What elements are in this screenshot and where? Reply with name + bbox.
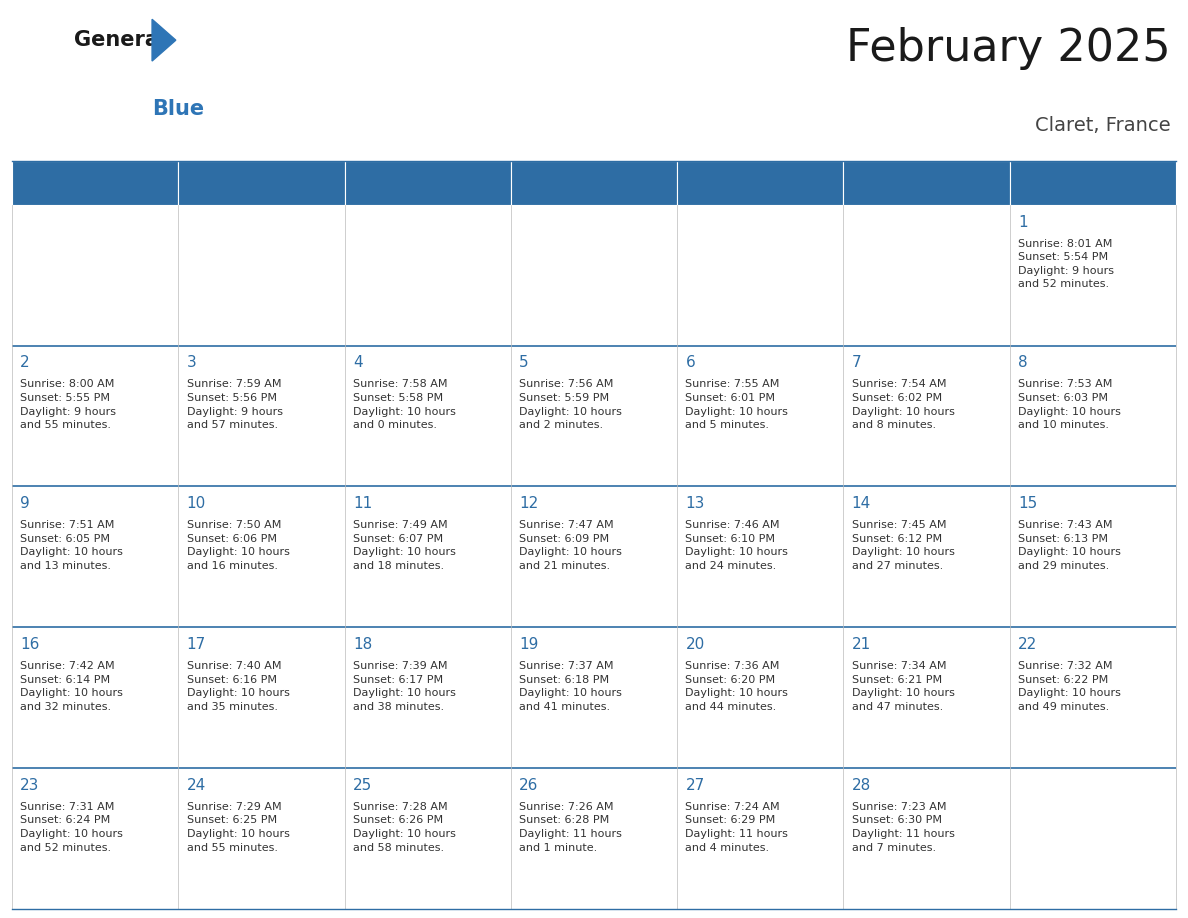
- Text: 20: 20: [685, 637, 704, 652]
- Text: 17: 17: [187, 637, 206, 652]
- Text: Sunrise: 7:43 AM
Sunset: 6:13 PM
Daylight: 10 hours
and 29 minutes.: Sunrise: 7:43 AM Sunset: 6:13 PM Dayligh…: [1018, 521, 1121, 571]
- Text: 27: 27: [685, 778, 704, 793]
- Text: Wednesday: Wednesday: [520, 177, 606, 193]
- Text: Sunrise: 7:53 AM
Sunset: 6:03 PM
Daylight: 10 hours
and 10 minutes.: Sunrise: 7:53 AM Sunset: 6:03 PM Dayligh…: [1018, 379, 1121, 431]
- Text: Claret, France: Claret, France: [1035, 116, 1170, 135]
- Text: Sunrise: 7:47 AM
Sunset: 6:09 PM
Daylight: 10 hours
and 21 minutes.: Sunrise: 7:47 AM Sunset: 6:09 PM Dayligh…: [519, 521, 623, 571]
- Text: 5: 5: [519, 355, 529, 370]
- Text: Sunrise: 7:40 AM
Sunset: 6:16 PM
Daylight: 10 hours
and 35 minutes.: Sunrise: 7:40 AM Sunset: 6:16 PM Dayligh…: [187, 661, 290, 711]
- Text: Sunrise: 7:31 AM
Sunset: 6:24 PM
Daylight: 10 hours
and 52 minutes.: Sunrise: 7:31 AM Sunset: 6:24 PM Dayligh…: [20, 801, 124, 853]
- Text: Sunrise: 7:24 AM
Sunset: 6:29 PM
Daylight: 11 hours
and 4 minutes.: Sunrise: 7:24 AM Sunset: 6:29 PM Dayligh…: [685, 801, 789, 853]
- Text: 12: 12: [519, 497, 538, 511]
- Text: 14: 14: [852, 497, 871, 511]
- Text: Sunrise: 7:56 AM
Sunset: 5:59 PM
Daylight: 10 hours
and 2 minutes.: Sunrise: 7:56 AM Sunset: 5:59 PM Dayligh…: [519, 379, 623, 431]
- Text: Sunrise: 8:00 AM
Sunset: 5:55 PM
Daylight: 9 hours
and 55 minutes.: Sunrise: 8:00 AM Sunset: 5:55 PM Dayligh…: [20, 379, 116, 431]
- Text: 7: 7: [852, 355, 861, 370]
- Text: 21: 21: [852, 637, 871, 652]
- Text: Sunrise: 7:37 AM
Sunset: 6:18 PM
Daylight: 10 hours
and 41 minutes.: Sunrise: 7:37 AM Sunset: 6:18 PM Dayligh…: [519, 661, 623, 711]
- Text: Sunrise: 7:58 AM
Sunset: 5:58 PM
Daylight: 10 hours
and 0 minutes.: Sunrise: 7:58 AM Sunset: 5:58 PM Dayligh…: [353, 379, 456, 431]
- Text: 11: 11: [353, 497, 372, 511]
- Text: Sunrise: 7:23 AM
Sunset: 6:30 PM
Daylight: 11 hours
and 7 minutes.: Sunrise: 7:23 AM Sunset: 6:30 PM Dayligh…: [852, 801, 955, 853]
- Text: 19: 19: [519, 637, 538, 652]
- Text: 6: 6: [685, 355, 695, 370]
- Text: Sunrise: 7:59 AM
Sunset: 5:56 PM
Daylight: 9 hours
and 57 minutes.: Sunrise: 7:59 AM Sunset: 5:56 PM Dayligh…: [187, 379, 283, 431]
- Polygon shape: [152, 19, 176, 61]
- Text: 22: 22: [1018, 637, 1037, 652]
- Text: Sunrise: 7:28 AM
Sunset: 6:26 PM
Daylight: 10 hours
and 58 minutes.: Sunrise: 7:28 AM Sunset: 6:26 PM Dayligh…: [353, 801, 456, 853]
- Text: Sunrise: 7:54 AM
Sunset: 6:02 PM
Daylight: 10 hours
and 8 minutes.: Sunrise: 7:54 AM Sunset: 6:02 PM Dayligh…: [852, 379, 955, 431]
- Text: 16: 16: [20, 637, 39, 652]
- Text: 8: 8: [1018, 355, 1028, 370]
- Text: 18: 18: [353, 637, 372, 652]
- Text: Sunrise: 7:51 AM
Sunset: 6:05 PM
Daylight: 10 hours
and 13 minutes.: Sunrise: 7:51 AM Sunset: 6:05 PM Dayligh…: [20, 521, 124, 571]
- Text: Sunday: Sunday: [21, 177, 76, 193]
- Text: 2: 2: [20, 355, 30, 370]
- Text: Sunrise: 7:26 AM
Sunset: 6:28 PM
Daylight: 11 hours
and 1 minute.: Sunrise: 7:26 AM Sunset: 6:28 PM Dayligh…: [519, 801, 623, 853]
- Text: Blue: Blue: [152, 99, 204, 119]
- Text: Sunrise: 7:42 AM
Sunset: 6:14 PM
Daylight: 10 hours
and 32 minutes.: Sunrise: 7:42 AM Sunset: 6:14 PM Dayligh…: [20, 661, 124, 711]
- Text: Sunrise: 7:55 AM
Sunset: 6:01 PM
Daylight: 10 hours
and 5 minutes.: Sunrise: 7:55 AM Sunset: 6:01 PM Dayligh…: [685, 379, 789, 431]
- Text: Friday: Friday: [853, 177, 899, 193]
- Text: 3: 3: [187, 355, 196, 370]
- Text: 10: 10: [187, 497, 206, 511]
- Text: Sunrise: 8:01 AM
Sunset: 5:54 PM
Daylight: 9 hours
and 52 minutes.: Sunrise: 8:01 AM Sunset: 5:54 PM Dayligh…: [1018, 239, 1114, 289]
- Text: Thursday: Thursday: [687, 177, 756, 193]
- Text: 26: 26: [519, 778, 538, 793]
- Text: Sunrise: 7:36 AM
Sunset: 6:20 PM
Daylight: 10 hours
and 44 minutes.: Sunrise: 7:36 AM Sunset: 6:20 PM Dayligh…: [685, 661, 789, 711]
- Text: Tuesday: Tuesday: [354, 177, 415, 193]
- Text: Saturday: Saturday: [1019, 177, 1086, 193]
- Text: February 2025: February 2025: [846, 27, 1170, 70]
- Text: General: General: [74, 30, 165, 50]
- Text: Sunrise: 7:34 AM
Sunset: 6:21 PM
Daylight: 10 hours
and 47 minutes.: Sunrise: 7:34 AM Sunset: 6:21 PM Dayligh…: [852, 661, 955, 711]
- Text: Sunrise: 7:45 AM
Sunset: 6:12 PM
Daylight: 10 hours
and 27 minutes.: Sunrise: 7:45 AM Sunset: 6:12 PM Dayligh…: [852, 521, 955, 571]
- Text: 25: 25: [353, 778, 372, 793]
- Text: Sunrise: 7:29 AM
Sunset: 6:25 PM
Daylight: 10 hours
and 55 minutes.: Sunrise: 7:29 AM Sunset: 6:25 PM Dayligh…: [187, 801, 290, 853]
- Text: 9: 9: [20, 497, 30, 511]
- Text: Sunrise: 7:46 AM
Sunset: 6:10 PM
Daylight: 10 hours
and 24 minutes.: Sunrise: 7:46 AM Sunset: 6:10 PM Dayligh…: [685, 521, 789, 571]
- Text: 28: 28: [852, 778, 871, 793]
- Text: 15: 15: [1018, 497, 1037, 511]
- Text: Sunrise: 7:49 AM
Sunset: 6:07 PM
Daylight: 10 hours
and 18 minutes.: Sunrise: 7:49 AM Sunset: 6:07 PM Dayligh…: [353, 521, 456, 571]
- Text: Sunrise: 7:39 AM
Sunset: 6:17 PM
Daylight: 10 hours
and 38 minutes.: Sunrise: 7:39 AM Sunset: 6:17 PM Dayligh…: [353, 661, 456, 711]
- Text: Sunrise: 7:50 AM
Sunset: 6:06 PM
Daylight: 10 hours
and 16 minutes.: Sunrise: 7:50 AM Sunset: 6:06 PM Dayligh…: [187, 521, 290, 571]
- Text: Sunrise: 7:32 AM
Sunset: 6:22 PM
Daylight: 10 hours
and 49 minutes.: Sunrise: 7:32 AM Sunset: 6:22 PM Dayligh…: [1018, 661, 1121, 711]
- Text: 13: 13: [685, 497, 704, 511]
- Text: Monday: Monday: [188, 177, 246, 193]
- Text: 24: 24: [187, 778, 206, 793]
- Text: 1: 1: [1018, 215, 1028, 230]
- Text: 4: 4: [353, 355, 362, 370]
- Text: 23: 23: [20, 778, 39, 793]
